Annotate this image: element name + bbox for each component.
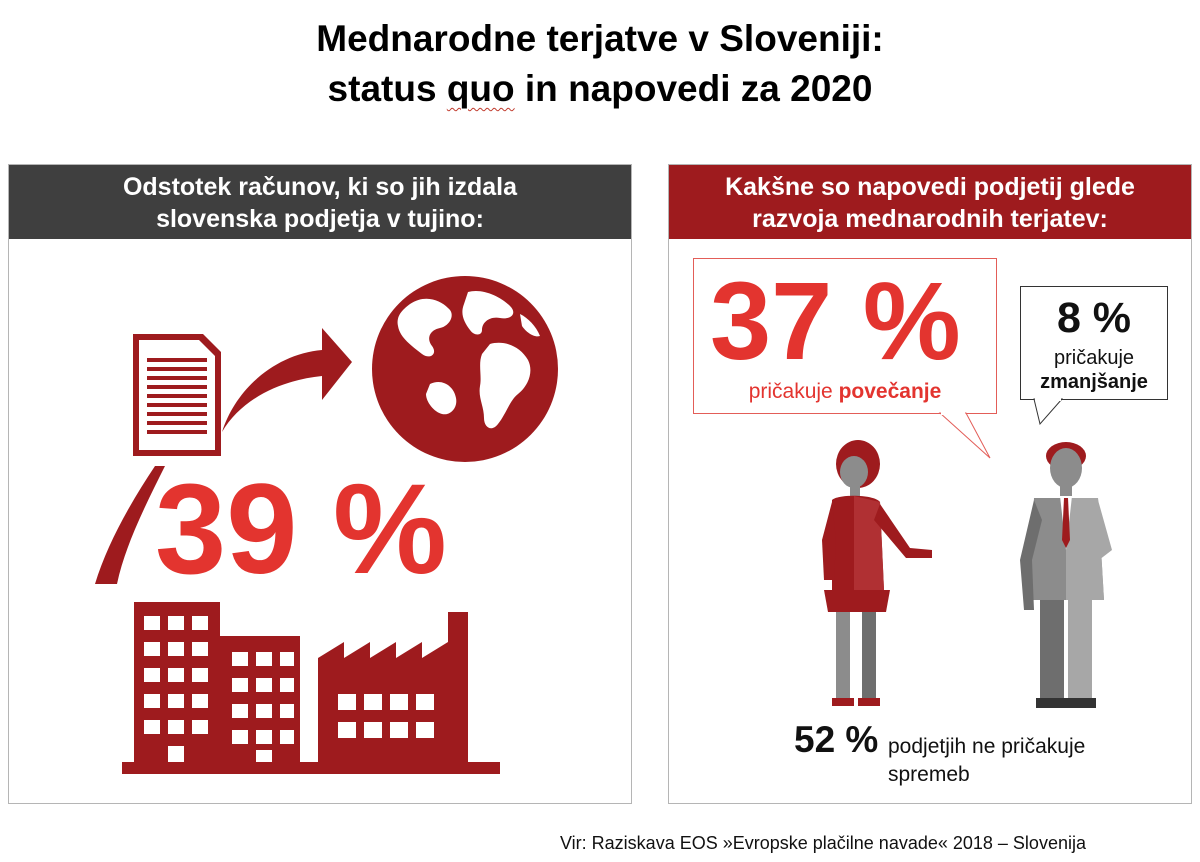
left-header-line-1: Odstotek računov, ki so jih izdala <box>122 173 518 201</box>
decrease-percentage: 8 % <box>1056 294 1132 342</box>
woman-icon <box>822 440 932 706</box>
factory-icon <box>122 602 500 774</box>
arrow-icon <box>222 328 352 432</box>
globe-icon <box>372 276 558 462</box>
decrease-label-line-2: zmanjšanje <box>1040 371 1148 393</box>
decrease-bubble-tail <box>1033 398 1064 426</box>
accent-stroke <box>95 466 165 584</box>
increase-percentage: 37 % <box>710 260 961 383</box>
increase-label: pričakuje povečanje <box>693 380 997 404</box>
left-percentage: 39 % <box>155 458 447 601</box>
left-header-line-2: slovenska podjetja v tujino: <box>156 205 484 233</box>
title-line-2-before: status <box>327 68 447 109</box>
left-panel-header: Odstotek računov, ki so jih izdala slove… <box>9 165 631 239</box>
right-header-line-2: razvoja mednarodnih terjatev: <box>752 205 1108 233</box>
title-line-1: Mednarodne terjatve v Sloveniji: <box>316 18 884 59</box>
title-line-2-after: in napovedi za 2020 <box>514 68 873 109</box>
nochange-percentage: 52 % <box>794 719 879 760</box>
document-icon <box>133 334 221 456</box>
source-note: Vir: Raziskava EOS »Evropske plačilne na… <box>560 833 1086 853</box>
decrease-speech-bubble <box>1020 286 1168 400</box>
right-panel-header: Kakšne so napovedi podjetij glede razvoj… <box>669 165 1191 239</box>
increase-speech-bubble <box>693 258 997 414</box>
title-line-2: status quo in napovedi za 2020 <box>0 64 1200 114</box>
man-icon <box>1020 442 1112 708</box>
increase-bubble-tail <box>938 412 991 459</box>
page-title: Mednarodne terjatve v Sloveniji: status … <box>0 14 1200 114</box>
increase-label-prefix: pričakuje <box>748 380 839 403</box>
decrease-label-line-1: pričakuje <box>1053 347 1135 369</box>
right-header-line-1: Kakšne so napovedi podjetij glede <box>725 173 1135 201</box>
title-line-2-squiggle: quo <box>446 68 515 109</box>
nochange-label: podjetjih ne pričakuje spremeb <box>888 735 1086 786</box>
increase-label-bold: povečanje <box>838 380 942 403</box>
